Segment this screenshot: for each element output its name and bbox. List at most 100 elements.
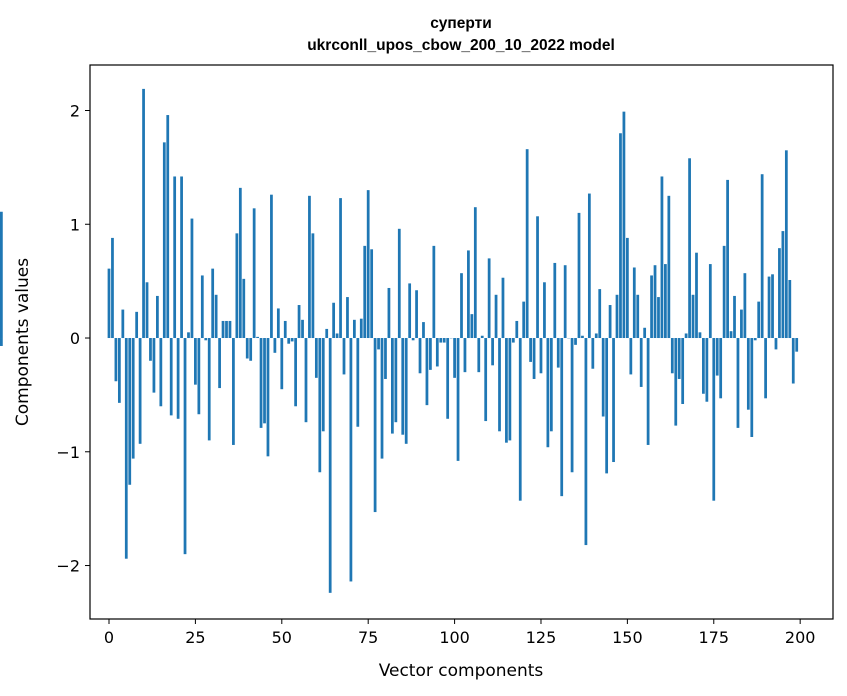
- bar: [750, 338, 754, 437]
- bar: [460, 273, 463, 339]
- bar: [429, 338, 432, 370]
- bar: [508, 338, 512, 441]
- bar: [442, 338, 446, 343]
- bar: [304, 338, 308, 423]
- bar: [380, 338, 384, 459]
- bar: [708, 264, 712, 339]
- bar: [657, 297, 660, 339]
- bar: [715, 338, 719, 376]
- bar: [121, 309, 125, 339]
- bar: [290, 338, 294, 342]
- bar: [598, 289, 602, 339]
- bar: [726, 179, 729, 339]
- bar: [425, 338, 429, 406]
- bar: [698, 332, 702, 339]
- bar: [297, 305, 301, 339]
- bar: [117, 338, 121, 403]
- bar: [342, 338, 346, 375]
- bar: [643, 327, 647, 339]
- bar: [176, 338, 180, 419]
- bar: [781, 231, 785, 339]
- bar: [152, 338, 156, 393]
- bar: [0, 211, 3, 339]
- x-tick-label: 100: [439, 628, 470, 647]
- bar: [653, 265, 657, 339]
- bar: [587, 193, 591, 339]
- bar: [515, 320, 519, 339]
- bar: [145, 282, 149, 339]
- bar: [301, 319, 304, 339]
- bar: [581, 335, 584, 339]
- x-axis-label: Vector components: [379, 661, 544, 681]
- bar: [778, 248, 781, 339]
- bar: [162, 142, 166, 339]
- bar: [156, 295, 159, 339]
- x-tick-label: 200: [785, 628, 816, 647]
- bar: [667, 195, 671, 339]
- bar: [294, 338, 297, 407]
- bar: [314, 338, 318, 378]
- bar: [273, 338, 277, 353]
- bar: [280, 338, 284, 390]
- bar: [560, 338, 564, 497]
- bar: [650, 275, 653, 339]
- bar: [619, 133, 622, 339]
- bar: [743, 273, 747, 339]
- bar: [733, 295, 736, 339]
- bar: [639, 338, 643, 387]
- bar: [187, 332, 190, 339]
- bar: [394, 338, 398, 423]
- bar: [463, 338, 467, 373]
- bar: [249, 338, 253, 361]
- bar: [446, 338, 450, 419]
- bar: [470, 314, 474, 339]
- bar: [546, 338, 550, 448]
- bar: [736, 338, 740, 428]
- bar: [142, 88, 145, 339]
- bar: [601, 338, 605, 417]
- bar: [518, 338, 522, 501]
- x-tick-label: 125: [526, 628, 557, 647]
- bar: [270, 194, 273, 339]
- bar: [753, 338, 757, 341]
- bar: [138, 338, 142, 444]
- x-tick-label: 0: [104, 628, 114, 647]
- bar: [207, 338, 211, 441]
- bar: [159, 338, 163, 407]
- bar: [477, 338, 481, 373]
- bar: [453, 338, 456, 378]
- bar: [221, 320, 225, 339]
- bar: [435, 338, 439, 367]
- y-axis-label: Components values: [13, 258, 33, 426]
- bar: [124, 338, 128, 559]
- bar: [245, 338, 249, 359]
- bar: [228, 320, 232, 339]
- bar: [335, 333, 339, 339]
- bar: [128, 338, 132, 485]
- bar: [570, 338, 574, 473]
- bar: [149, 338, 152, 361]
- bar: [287, 338, 291, 344]
- bar: [408, 283, 412, 339]
- bar: [266, 338, 270, 457]
- bar: [605, 338, 609, 474]
- bar: [664, 264, 667, 339]
- bar: [532, 338, 536, 379]
- bar: [771, 274, 774, 339]
- bar: [263, 338, 266, 424]
- bar: [487, 258, 491, 339]
- bar: [359, 318, 363, 339]
- y-tick-label: 1: [70, 215, 80, 234]
- bar: [397, 228, 401, 339]
- bar: [788, 280, 792, 339]
- bar: [660, 176, 664, 339]
- bar: [366, 190, 370, 339]
- bar: [670, 338, 674, 374]
- bar: [169, 338, 173, 416]
- bar: [574, 338, 577, 345]
- bar: [363, 245, 367, 339]
- bar: [501, 277, 505, 339]
- bar: [391, 338, 394, 434]
- bar: [352, 319, 356, 339]
- bar: [473, 207, 477, 339]
